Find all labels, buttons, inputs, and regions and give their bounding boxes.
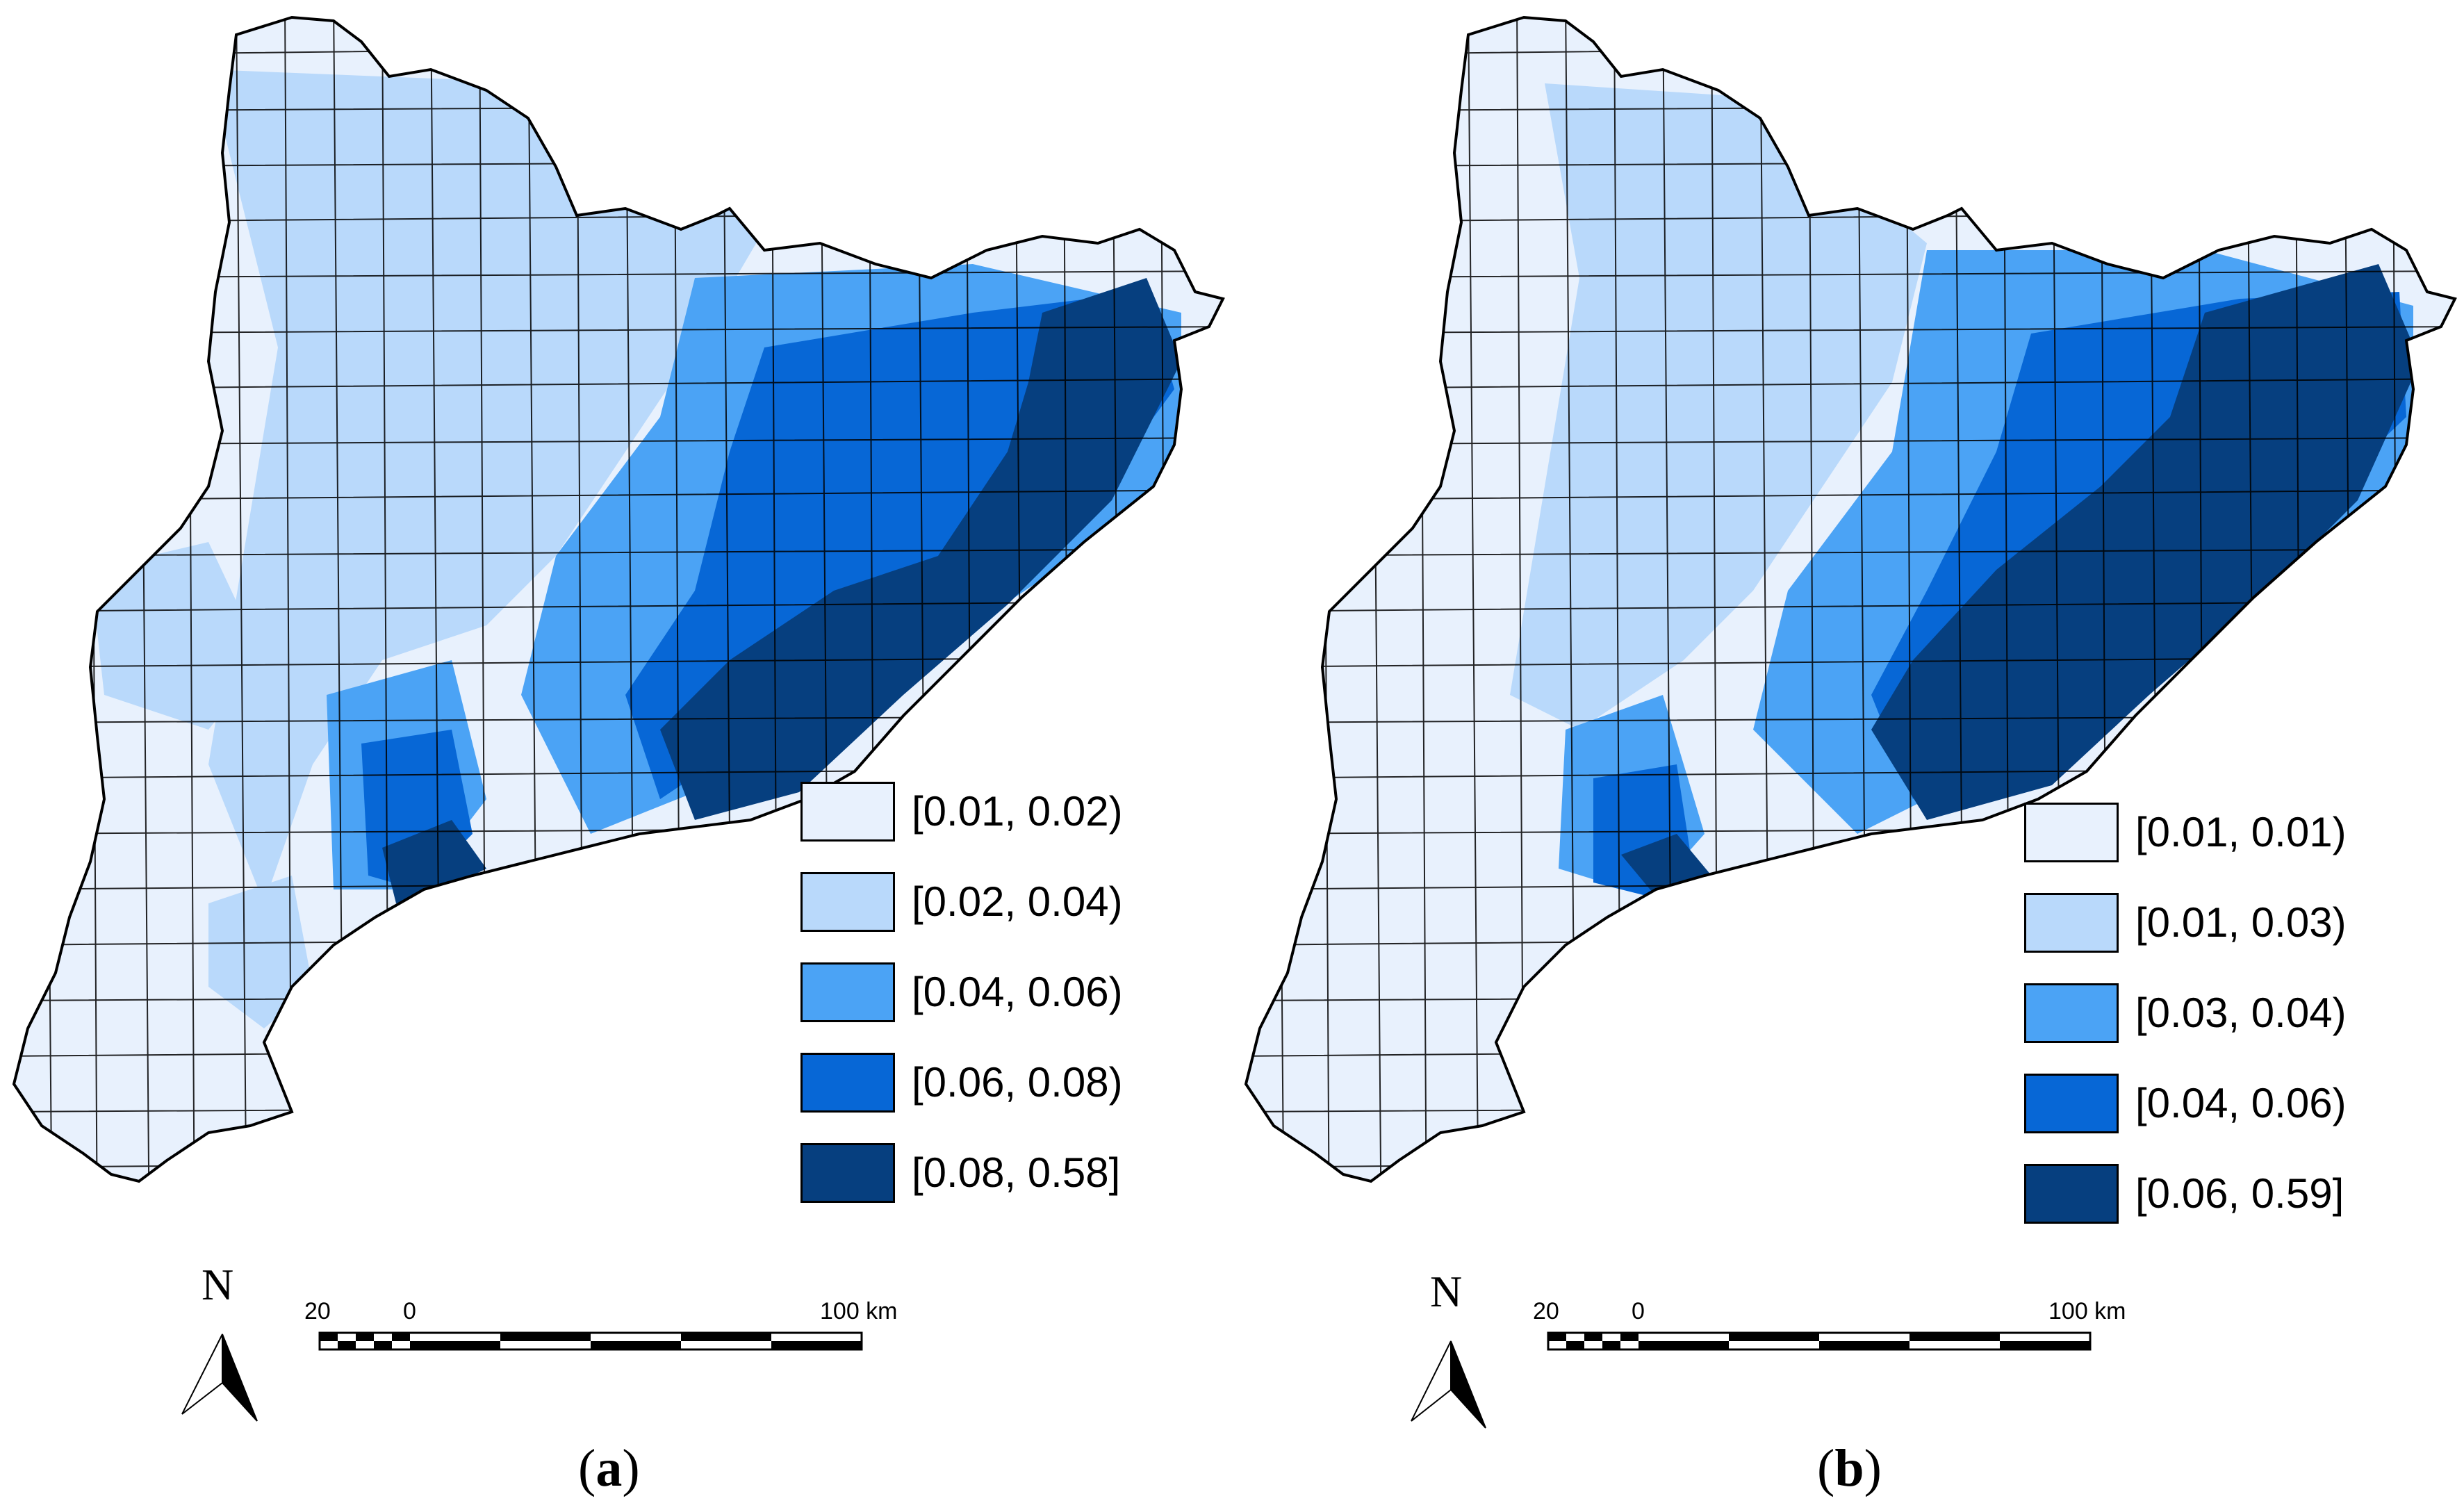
legend-entry: [0.01, 0.03) [2024,893,2385,955]
legend-entry: [0.01, 0.01) [2024,803,2385,865]
legend-b: [0.01, 0.01) [0.01, 0.03) [0.03, 0.04) [… [2024,803,2441,1247]
scale-label-right: 100 km [820,1298,898,1324]
panel-caption-a: (a) [578,1439,640,1497]
legend-swatch [2024,983,2119,1043]
legend-label: [0.04, 0.06) [912,969,1123,1015]
north-label: N [202,1260,234,1309]
legend-label: [0.04, 0.06) [2135,1080,2347,1126]
legend-label: [0.02, 0.04) [912,878,1123,925]
legend-entry: [0.08, 0.58] [800,1143,1162,1206]
legend-label: [0.06, 0.08) [912,1059,1123,1106]
legend-label: [0.06, 0.59] [2135,1170,2344,1217]
scale-label-zero: 0 [1632,1298,1645,1324]
legend-entry: [0.06, 0.59] [2024,1164,2385,1226]
legend-swatch [2024,803,2119,862]
scale-label-left: 20 [304,1298,331,1324]
scale-bar [1547,1331,2092,1351]
legend-label: [0.01, 0.02) [912,788,1123,835]
legend-label: [0.01, 0.01) [2135,809,2347,855]
legend-swatch [2024,893,2119,953]
legend-swatch [800,872,895,932]
legend-label: [0.03, 0.04) [2135,990,2347,1036]
legend-entry: [0.02, 0.04) [800,872,1162,935]
north-arrow-icon [181,1333,258,1422]
choropleth-map-b [1244,15,2457,1429]
map-panel-b: [0.01, 0.01) [0.01, 0.03) [0.03, 0.04) [… [1232,0,2464,1510]
legend-label: [0.01, 0.03) [2135,899,2347,946]
legend-entry: [0.06, 0.08) [800,1053,1162,1115]
scale-label-left: 20 [1533,1298,1559,1324]
legend-swatch [800,1053,895,1113]
legend-swatch [800,962,895,1022]
north-label: N [1430,1267,1463,1316]
legend-entry: [0.04, 0.06) [800,962,1162,1025]
legend-a: [0.01, 0.02) [0.02, 0.04) [0.04, 0.06) [… [800,782,1190,1226]
scale-label-zero: 0 [403,1298,416,1324]
legend-entry: [0.04, 0.06) [2024,1074,2385,1136]
legend-entry: [0.03, 0.04) [2024,983,2385,1046]
legend-entry: [0.01, 0.02) [800,782,1162,844]
panel-caption-b: (b) [1817,1439,1882,1497]
legend-swatch [800,1143,895,1203]
choropleth-map-a [12,15,1225,1422]
scale-bar [318,1331,863,1351]
scale-label-right: 100 km [2048,1298,2126,1324]
legend-label: [0.08, 0.58] [912,1149,1121,1196]
legend-swatch [2024,1074,2119,1133]
legend-swatch [2024,1164,2119,1224]
map-panel-a: [0.01, 0.02) [0.02, 0.04) [0.04, 0.06) [… [12,15,1225,1497]
north-arrow-icon [1411,1340,1486,1429]
legend-swatch [800,782,895,842]
